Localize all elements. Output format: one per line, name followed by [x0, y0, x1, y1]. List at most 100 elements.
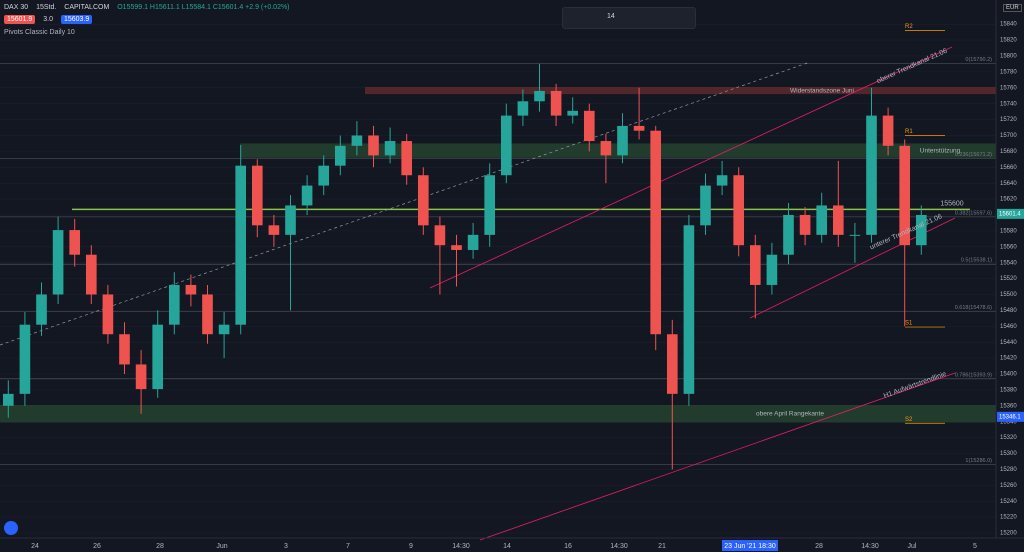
- candle-body: [617, 125, 628, 156]
- candle-body: [600, 141, 612, 156]
- y-tick-label: 15640: [1000, 181, 1017, 187]
- zone-label: Unterstützung: [920, 147, 961, 154]
- candle-body: [766, 254, 778, 285]
- candle-body: [251, 165, 263, 226]
- candle-body: [799, 214, 811, 235]
- price-label-bg: [997, 208, 1024, 219]
- x-tick-label: 3: [284, 543, 288, 550]
- y-tick-label: 15480: [1000, 308, 1017, 314]
- ask[interactable]: 15603.9: [60, 15, 93, 24]
- drawing-toolbar: 14: [562, 7, 696, 29]
- candle-body: [484, 175, 496, 235]
- candle-body: [683, 225, 695, 394]
- y-tick-label: 15800: [1000, 54, 1017, 60]
- x-tick-label: Jun: [216, 543, 227, 550]
- x-tick-label: 28: [815, 543, 823, 550]
- y-tick-label: 15300: [1000, 451, 1017, 457]
- candle-body: [534, 90, 545, 102]
- price-label: 15346.1: [999, 414, 1021, 420]
- y-tick-label: 15720: [1000, 117, 1017, 123]
- ohlc: O15599.1 H15611.1 L15584.1 C15601.4 +2.9…: [117, 4, 290, 11]
- candle-body: [401, 141, 413, 176]
- candle-body: [849, 234, 861, 236]
- candle-body: [500, 115, 512, 176]
- quote-row: 15601.9 3.0 15603.9: [4, 15, 296, 24]
- x-tick-label: 26: [93, 543, 101, 550]
- y-tick-label: 15440: [1000, 340, 1017, 346]
- toolbar-size[interactable]: 14: [607, 13, 615, 20]
- candle-body: [816, 205, 828, 235]
- x-tick-label: 14:30: [452, 543, 470, 550]
- bid[interactable]: 15601.9: [4, 15, 36, 24]
- crosshair-label-bg: [722, 540, 778, 551]
- x-tick-label: 14: [503, 543, 511, 550]
- candle-body: [368, 135, 379, 156]
- candle-body: [285, 205, 296, 235]
- candle-body: [69, 230, 81, 255]
- y-tick-label: 15280: [1000, 467, 1017, 473]
- currency: EUR: [1003, 4, 1022, 12]
- price-axis: [996, 0, 1024, 552]
- candle-body: [783, 214, 794, 255]
- symbol: DAX 30: [4, 4, 29, 11]
- candle-body: [152, 324, 164, 390]
- y-tick-label: 15820: [1000, 38, 1017, 44]
- candle-body: [550, 90, 562, 116]
- x-tick-label: 23 Jun '21 18:30: [724, 543, 776, 550]
- zone-label: Widerstandszone Juni: [790, 87, 854, 94]
- y-tick-label: 15360: [1000, 403, 1017, 409]
- candle-body: [168, 284, 180, 325]
- pivot-label: S1: [905, 321, 913, 327]
- x-tick-label: 9: [409, 543, 413, 550]
- y-tick-label: 15220: [1000, 515, 1017, 521]
- x-tick-label: 14:30: [861, 543, 879, 550]
- zone-label: obere April Rangekante: [756, 410, 824, 417]
- candle-body: [85, 254, 97, 295]
- y-tick-label: 15700: [1000, 133, 1017, 139]
- h1-trendline: [479, 372, 956, 541]
- spread: 3.0: [43, 16, 53, 23]
- y-tick-label: 15240: [1000, 499, 1017, 505]
- pivot-label: R2: [905, 24, 913, 30]
- candle-body: [417, 175, 429, 226]
- candle-body: [36, 294, 47, 325]
- y-tick-label: 15460: [1000, 324, 1017, 330]
- candle-body: [119, 334, 130, 365]
- fib-label: 0.236(15671.2): [955, 152, 992, 158]
- candle-body: [650, 130, 662, 335]
- y-tick-label: 15380: [1000, 387, 1017, 393]
- y-tick-label: 15780: [1000, 69, 1017, 75]
- candle-body: [633, 125, 645, 131]
- candle-body: [915, 214, 927, 246]
- y-tick-label: 15620: [1000, 197, 1017, 203]
- candle-body: [666, 334, 678, 394]
- y-tick-label: 15540: [1000, 260, 1017, 266]
- x-tick-label: 5: [973, 543, 977, 550]
- price-label: 15601.4: [999, 211, 1021, 217]
- interval: 15Std.: [36, 4, 57, 11]
- pivot-label: R1: [905, 129, 913, 135]
- header: DAX 30 15Std. CAPITALCOM O15599.1 H15611…: [4, 4, 296, 36]
- candle-body: [517, 101, 529, 116]
- candle-body: [882, 115, 894, 146]
- y-tick-label: 15340: [1000, 419, 1017, 425]
- y-tick-label: 15260: [1000, 483, 1017, 489]
- fib-label: 0.382(15597.6): [955, 210, 992, 216]
- candle-body: [235, 165, 247, 325]
- logo-button[interactable]: [4, 521, 18, 535]
- y-tick-label: 15320: [1000, 435, 1017, 441]
- candle-body: [2, 393, 14, 406]
- fib-label: 0(15790.2): [965, 57, 992, 63]
- x-tick-label: 7: [346, 543, 350, 550]
- fib-label: 0.786(15393.9): [955, 372, 992, 378]
- candle-body: [384, 141, 396, 156]
- dashed-trendline: [0, 61, 811, 346]
- candle-body: [351, 135, 363, 146]
- y-tick-label: 15500: [1000, 292, 1017, 298]
- candle-body: [301, 185, 313, 206]
- candle-body: [451, 245, 462, 250]
- x-tick-label: 28: [156, 543, 164, 550]
- candle-body: [202, 294, 213, 335]
- candle-body: [716, 175, 728, 186]
